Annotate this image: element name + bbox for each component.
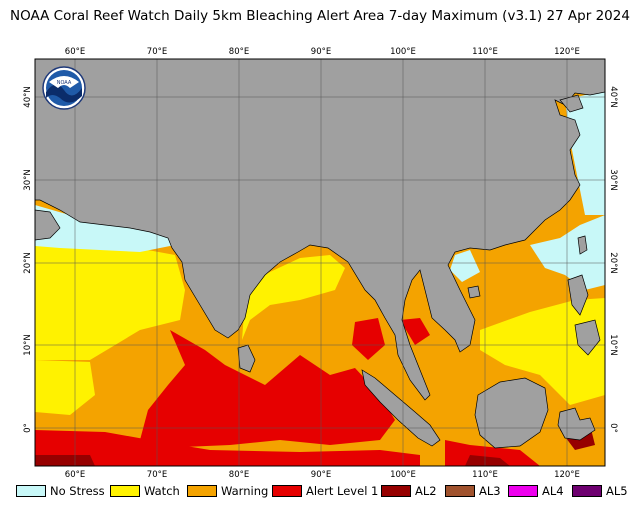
lon-tick-top-120: 120°E [554, 47, 580, 57]
legend-item-al3: AL3 [445, 482, 501, 500]
lat-tick-right-40: 40°N [608, 86, 618, 107]
lon-tick-bottom-120: 120°E [554, 470, 580, 480]
lon-tick-bottom-60: 60°E [65, 470, 85, 480]
land [35, 59, 605, 449]
legend-item-al5: AL5 [572, 482, 628, 500]
legend-label: AL4 [542, 484, 564, 498]
map-frame [34, 58, 606, 467]
lon-tick-top-60: 60°E [65, 47, 85, 57]
lat-tick-left-20: 20°N [23, 252, 33, 273]
graticule [35, 59, 605, 466]
lat-tick-right-10: 10°N [608, 334, 618, 355]
legend-swatch [16, 485, 46, 497]
lat-tick-left-0: 0° [23, 423, 33, 433]
noaa-logo: NOAA [42, 66, 86, 110]
legend-swatch [110, 485, 140, 497]
legend-label: AL3 [479, 484, 501, 498]
lat-tick-right-30: 30°N [608, 169, 618, 190]
lat-tick-left-10: 10°N [23, 334, 33, 355]
legend-item-al4: AL4 [508, 482, 564, 500]
legend-label: Watch [144, 484, 180, 498]
legend-swatch [381, 485, 411, 497]
lon-tick-top-90: 90°E [311, 47, 331, 57]
legend-swatch [445, 485, 475, 497]
legend-swatch [272, 485, 302, 497]
legend-label: Warning [221, 484, 269, 498]
lat-tick-right-20: 20°N [608, 252, 618, 273]
legend-swatch [572, 485, 602, 497]
lon-tick-bottom-80: 80°E [229, 470, 249, 480]
legend-label: AL2 [415, 484, 437, 498]
legend-label: Alert Level 1 [306, 484, 379, 498]
no-stress-zones [35, 90, 605, 290]
lon-tick-top-80: 80°E [229, 47, 249, 57]
legend-label: No Stress [50, 484, 105, 498]
legend-swatch [508, 485, 538, 497]
lon-tick-bottom-70: 70°E [147, 470, 167, 480]
legend-item-warning: Warning [187, 482, 268, 500]
lon-tick-bottom-90: 90°E [311, 470, 331, 480]
legend: No Stress Watch Warning Alert Level 1 AL… [0, 482, 640, 502]
legend-item-watch: Watch [110, 482, 180, 500]
lat-tick-left-30: 30°N [23, 169, 33, 190]
legend-label: AL5 [606, 484, 628, 498]
lon-tick-top-70: 70°E [147, 47, 167, 57]
lon-tick-top-100: 100°E [390, 47, 416, 57]
alert-level-1-zones [35, 318, 540, 466]
legend-item-no-stress: No Stress [16, 482, 105, 500]
legend-swatch [187, 485, 217, 497]
svg-text:NOAA: NOAA [57, 80, 72, 86]
lon-tick-bottom-100: 100°E [390, 470, 416, 480]
lon-tick-bottom-110: 110°E [472, 470, 498, 480]
lon-tick-top-110: 110°E [472, 47, 498, 57]
lat-tick-left-40: 40°N [23, 86, 33, 107]
legend-item-al2: AL2 [381, 482, 437, 500]
map-title: NOAA Coral Reef Watch Daily 5km Bleachin… [10, 8, 630, 24]
legend-item-alert-level-1: Alert Level 1 [272, 482, 378, 500]
lat-tick-right-0: 0° [608, 423, 618, 433]
